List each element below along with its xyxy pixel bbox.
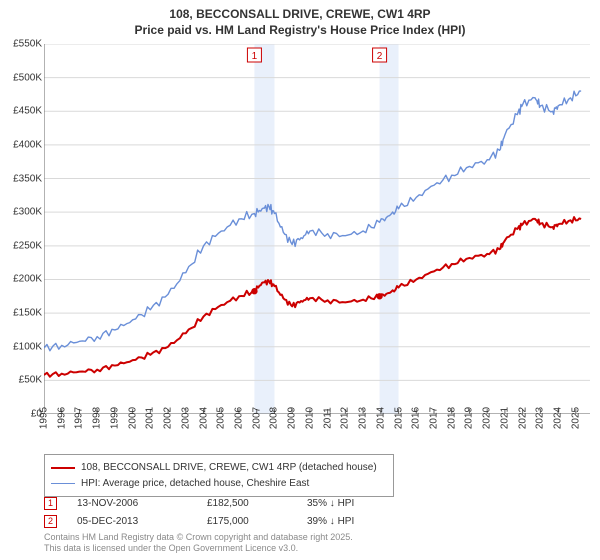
y-tick-label: £350K — [2, 173, 42, 184]
x-tick-label: 2011 — [322, 407, 333, 429]
marker-row: 1 13-NOV-2006 £182,500 35% ↓ HPI — [44, 494, 427, 512]
chart-svg: 12 — [44, 44, 590, 414]
y-tick-label: £500K — [2, 72, 42, 83]
x-tick-label: 2008 — [269, 407, 280, 429]
x-tick-label: 1996 — [56, 407, 67, 429]
marker-price: £175,000 — [207, 516, 307, 527]
legend-swatch — [51, 467, 75, 469]
x-tick-label: 2013 — [358, 407, 369, 429]
x-tick-label: 2005 — [216, 407, 227, 429]
marker-pct: 39% ↓ HPI — [307, 516, 427, 527]
marker-price: £182,500 — [207, 498, 307, 509]
x-tick-label: 2006 — [234, 407, 245, 429]
legend: 108, BECCONSALL DRIVE, CREWE, CW1 4RP (d… — [44, 454, 394, 497]
y-tick-label: £300K — [2, 207, 42, 218]
x-tick-label: 2009 — [287, 407, 298, 429]
x-tick-label: 2014 — [375, 407, 386, 429]
marker-date: 13-NOV-2006 — [77, 498, 207, 509]
title-line-2: Price paid vs. HM Land Registry's House … — [135, 23, 466, 37]
title-line-1: 108, BECCONSALL DRIVE, CREWE, CW1 4RP — [169, 7, 430, 21]
x-tick-label: 2019 — [464, 407, 475, 429]
legend-item: HPI: Average price, detached house, Ches… — [51, 476, 387, 491]
y-tick-label: £100K — [2, 341, 42, 352]
y-tick-label: £400K — [2, 139, 42, 150]
x-tick-label: 2001 — [145, 407, 156, 429]
y-tick-label: £200K — [2, 274, 42, 285]
x-tick-label: 2007 — [251, 407, 262, 429]
marker-box-icon: 1 — [44, 497, 57, 510]
legend-item: 108, BECCONSALL DRIVE, CREWE, CW1 4RP (d… — [51, 460, 387, 475]
x-tick-label: 2020 — [482, 407, 493, 429]
y-tick-label: £50K — [2, 375, 42, 386]
marker-date: 05-DEC-2013 — [77, 516, 207, 527]
x-tick-label: 2024 — [553, 407, 564, 429]
marker-pct: 35% ↓ HPI — [307, 498, 427, 509]
x-tick-label: 2022 — [517, 407, 528, 429]
x-tick-label: 2000 — [127, 407, 138, 429]
chart-title: 108, BECCONSALL DRIVE, CREWE, CW1 4RP Pr… — [0, 0, 600, 38]
x-tick-label: 2004 — [198, 407, 209, 429]
x-tick-label: 2018 — [446, 407, 457, 429]
x-tick-label: 2003 — [180, 407, 191, 429]
x-tick-label: 2012 — [340, 407, 351, 429]
footer-attribution: Contains HM Land Registry data © Crown c… — [44, 532, 353, 555]
legend-label: 108, BECCONSALL DRIVE, CREWE, CW1 4RP (d… — [81, 460, 377, 475]
x-tick-label: 1998 — [92, 407, 103, 429]
x-tick-label: 2002 — [163, 407, 174, 429]
x-tick-label: 2025 — [570, 407, 581, 429]
svg-text:2: 2 — [377, 51, 383, 62]
legend-swatch — [51, 483, 75, 484]
x-tick-label: 1997 — [74, 407, 85, 429]
chart-container: 108, BECCONSALL DRIVE, CREWE, CW1 4RP Pr… — [0, 0, 600, 560]
y-tick-label: £150K — [2, 308, 42, 319]
x-tick-label: 2015 — [393, 407, 404, 429]
x-tick-label: 2010 — [304, 407, 315, 429]
y-tick-label: £0 — [2, 409, 42, 420]
y-tick-label: £250K — [2, 240, 42, 251]
x-tick-label: 1999 — [109, 407, 120, 429]
y-tick-label: £550K — [2, 39, 42, 50]
plot-area: 12 — [44, 44, 590, 414]
marker-box-icon: 2 — [44, 515, 57, 528]
y-tick-label: £450K — [2, 106, 42, 117]
legend-label: HPI: Average price, detached house, Ches… — [81, 476, 309, 491]
x-tick-label: 2023 — [535, 407, 546, 429]
marker-row: 2 05-DEC-2013 £175,000 39% ↓ HPI — [44, 512, 427, 530]
x-tick-label: 2021 — [499, 407, 510, 429]
x-tick-label: 2016 — [411, 407, 422, 429]
x-tick-label: 1995 — [39, 407, 50, 429]
x-tick-label: 2017 — [429, 407, 440, 429]
svg-text:1: 1 — [252, 51, 258, 62]
marker-table: 1 13-NOV-2006 £182,500 35% ↓ HPI 2 05-DE… — [44, 494, 427, 530]
footer-line-1: Contains HM Land Registry data © Crown c… — [44, 532, 353, 542]
footer-line-2: This data is licensed under the Open Gov… — [44, 543, 298, 553]
